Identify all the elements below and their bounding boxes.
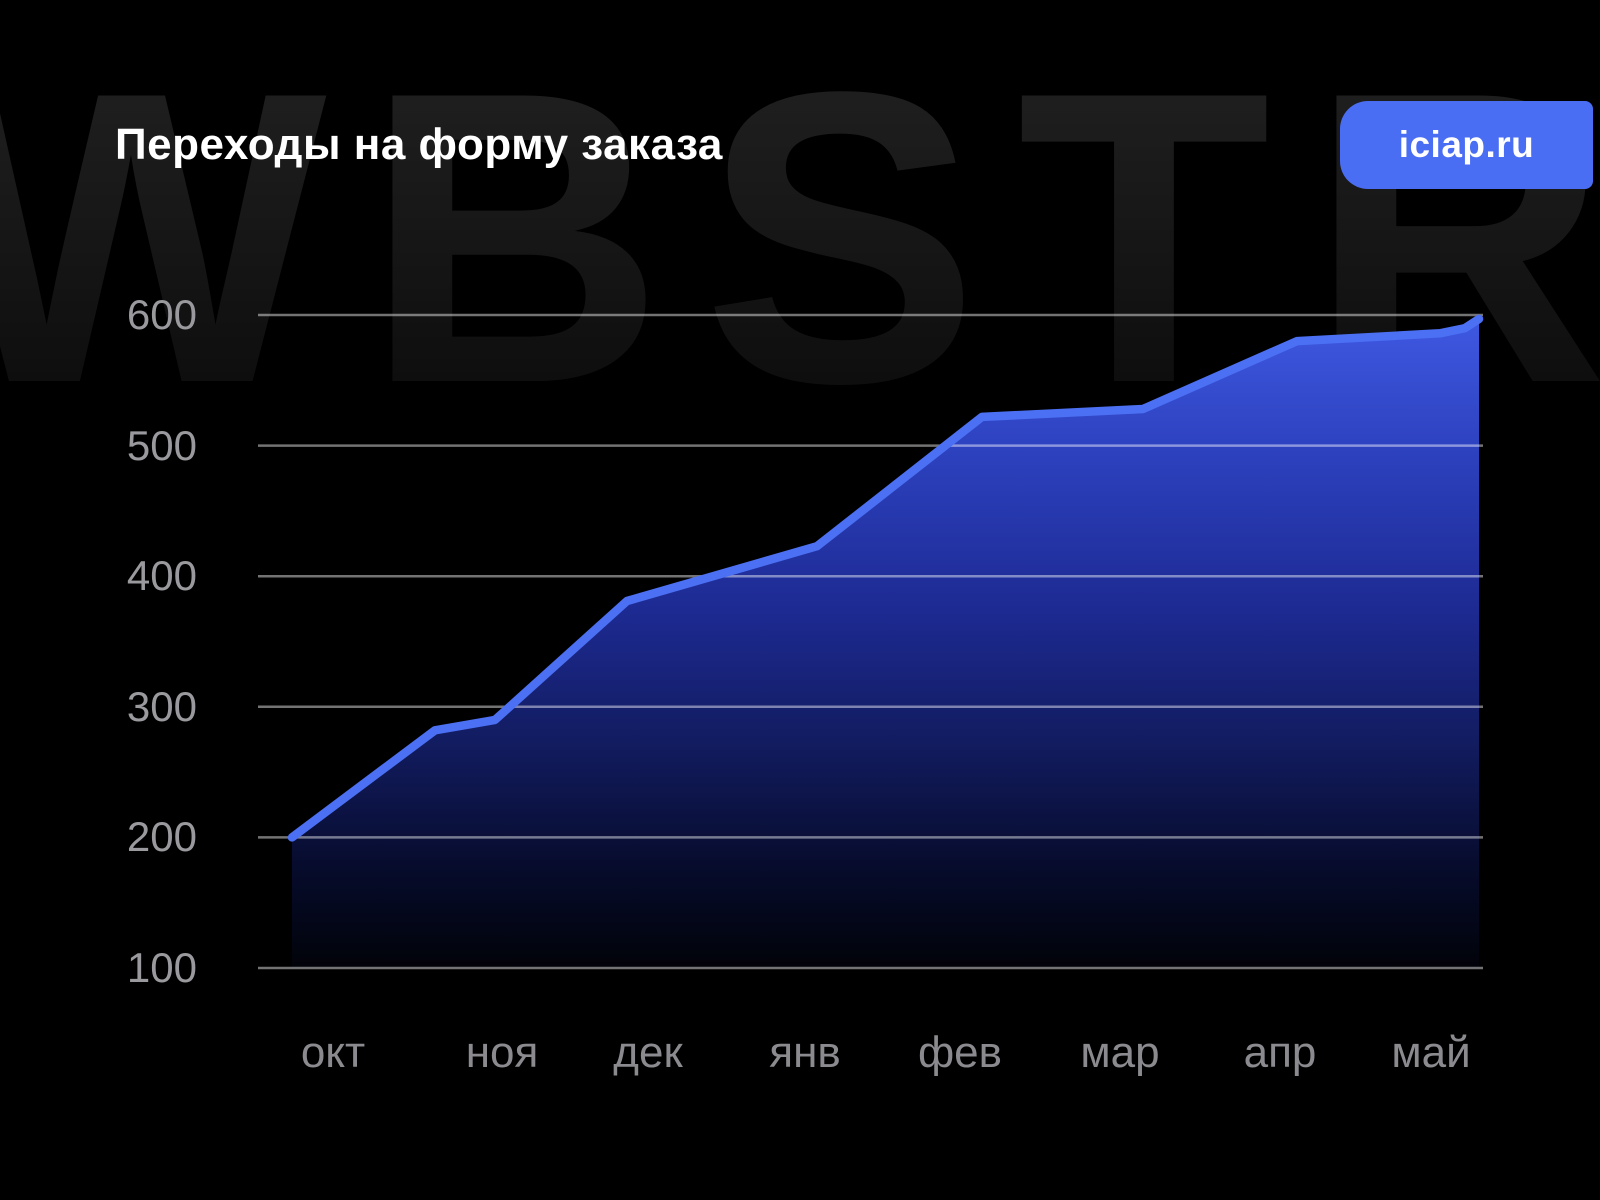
y-axis-label: 600 xyxy=(126,291,197,338)
x-axis-label: мар xyxy=(1080,1028,1160,1077)
chart-title: Переходы на форму заказа xyxy=(115,120,723,169)
y-axis-label: 100 xyxy=(126,944,197,991)
site-url-badge[interactable]: iciap.ru xyxy=(1340,101,1593,189)
x-axis-label: окт xyxy=(300,1028,366,1077)
x-axis-label: апр xyxy=(1243,1028,1317,1077)
x-axis-label: фев xyxy=(917,1028,1003,1077)
area-fill xyxy=(292,318,1479,968)
x-axis-label: ноя xyxy=(465,1028,539,1077)
x-axis-label: янв xyxy=(769,1028,841,1077)
site-url-badge-label: iciap.ru xyxy=(1398,124,1535,165)
trend-line xyxy=(287,314,1484,842)
y-axis-label: 400 xyxy=(126,552,197,600)
y-axis-label: 500 xyxy=(126,421,197,469)
y-axis-label: 300 xyxy=(126,682,197,730)
x-axis-label: май xyxy=(1391,1028,1471,1077)
x-axis-label: дек xyxy=(613,1028,683,1077)
y-axis-label: 200 xyxy=(126,813,197,861)
